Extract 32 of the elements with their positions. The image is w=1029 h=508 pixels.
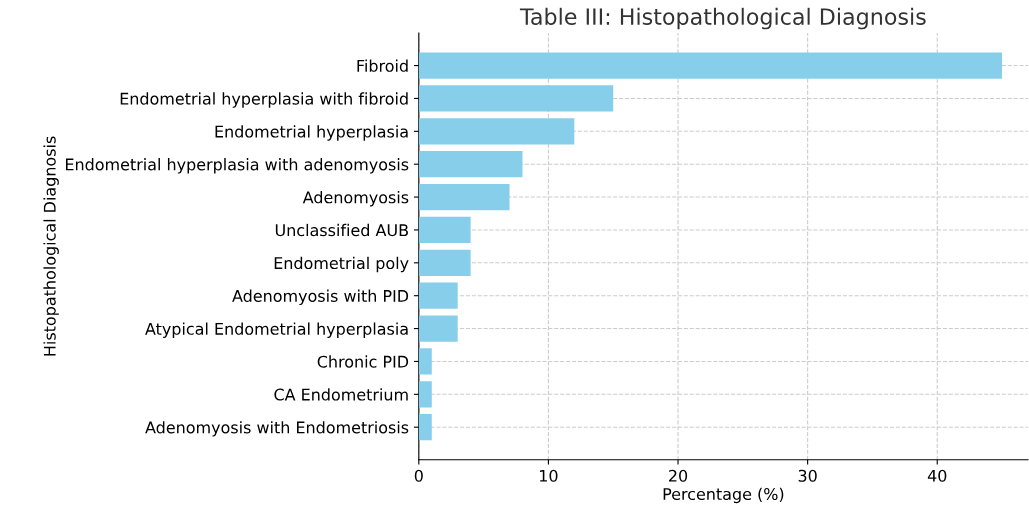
bar [418, 315, 458, 342]
bar [418, 118, 575, 145]
y-tick-label: Atypical Endometrial hyperplasia [145, 322, 408, 338]
bar [418, 282, 458, 309]
x-tick-label: 30 [798, 469, 817, 482]
y-tick-label: CA Endometrium [274, 388, 408, 401]
x-tick-label: 20 [669, 469, 688, 482]
y-tick-label: Endometrial hyperplasia with fibroid [120, 92, 408, 108]
y-tick-label: Endometrial hyperplasia [215, 125, 408, 141]
bar [418, 216, 471, 244]
bar [418, 414, 432, 441]
y-tick-label: Unclassified AUB [275, 223, 408, 237]
bar [418, 52, 1003, 79]
y-tick-label: Endometrial poly [274, 256, 409, 273]
bar [418, 183, 510, 211]
y-tick-label: Adenomyosis with PID [232, 289, 409, 306]
bar [418, 151, 523, 178]
x-tick-label: 40 [927, 469, 947, 482]
y-tick-label: Adenomyosis with Endometriosis [145, 421, 409, 437]
x-tick-label: 0 [414, 469, 423, 482]
x-tick-label: 10 [540, 469, 558, 482]
chart-title: Table III: Histopathological Diagnosis [519, 7, 926, 30]
bar [418, 348, 432, 375]
bar [418, 249, 471, 276]
bar [418, 85, 614, 112]
y-axis-title: Histopathological Diagnosis [43, 136, 59, 356]
y-tick-label: Endometrial hyperplasia with adenomyosis [66, 158, 409, 174]
y-tick-label: Chronic PID [317, 355, 409, 368]
x-axis-title: Percentage (%) [663, 487, 784, 504]
y-tick-label: Adenomyosis [302, 191, 409, 207]
y-tick-label: Fibroid [357, 59, 408, 72]
bar [418, 381, 432, 408]
